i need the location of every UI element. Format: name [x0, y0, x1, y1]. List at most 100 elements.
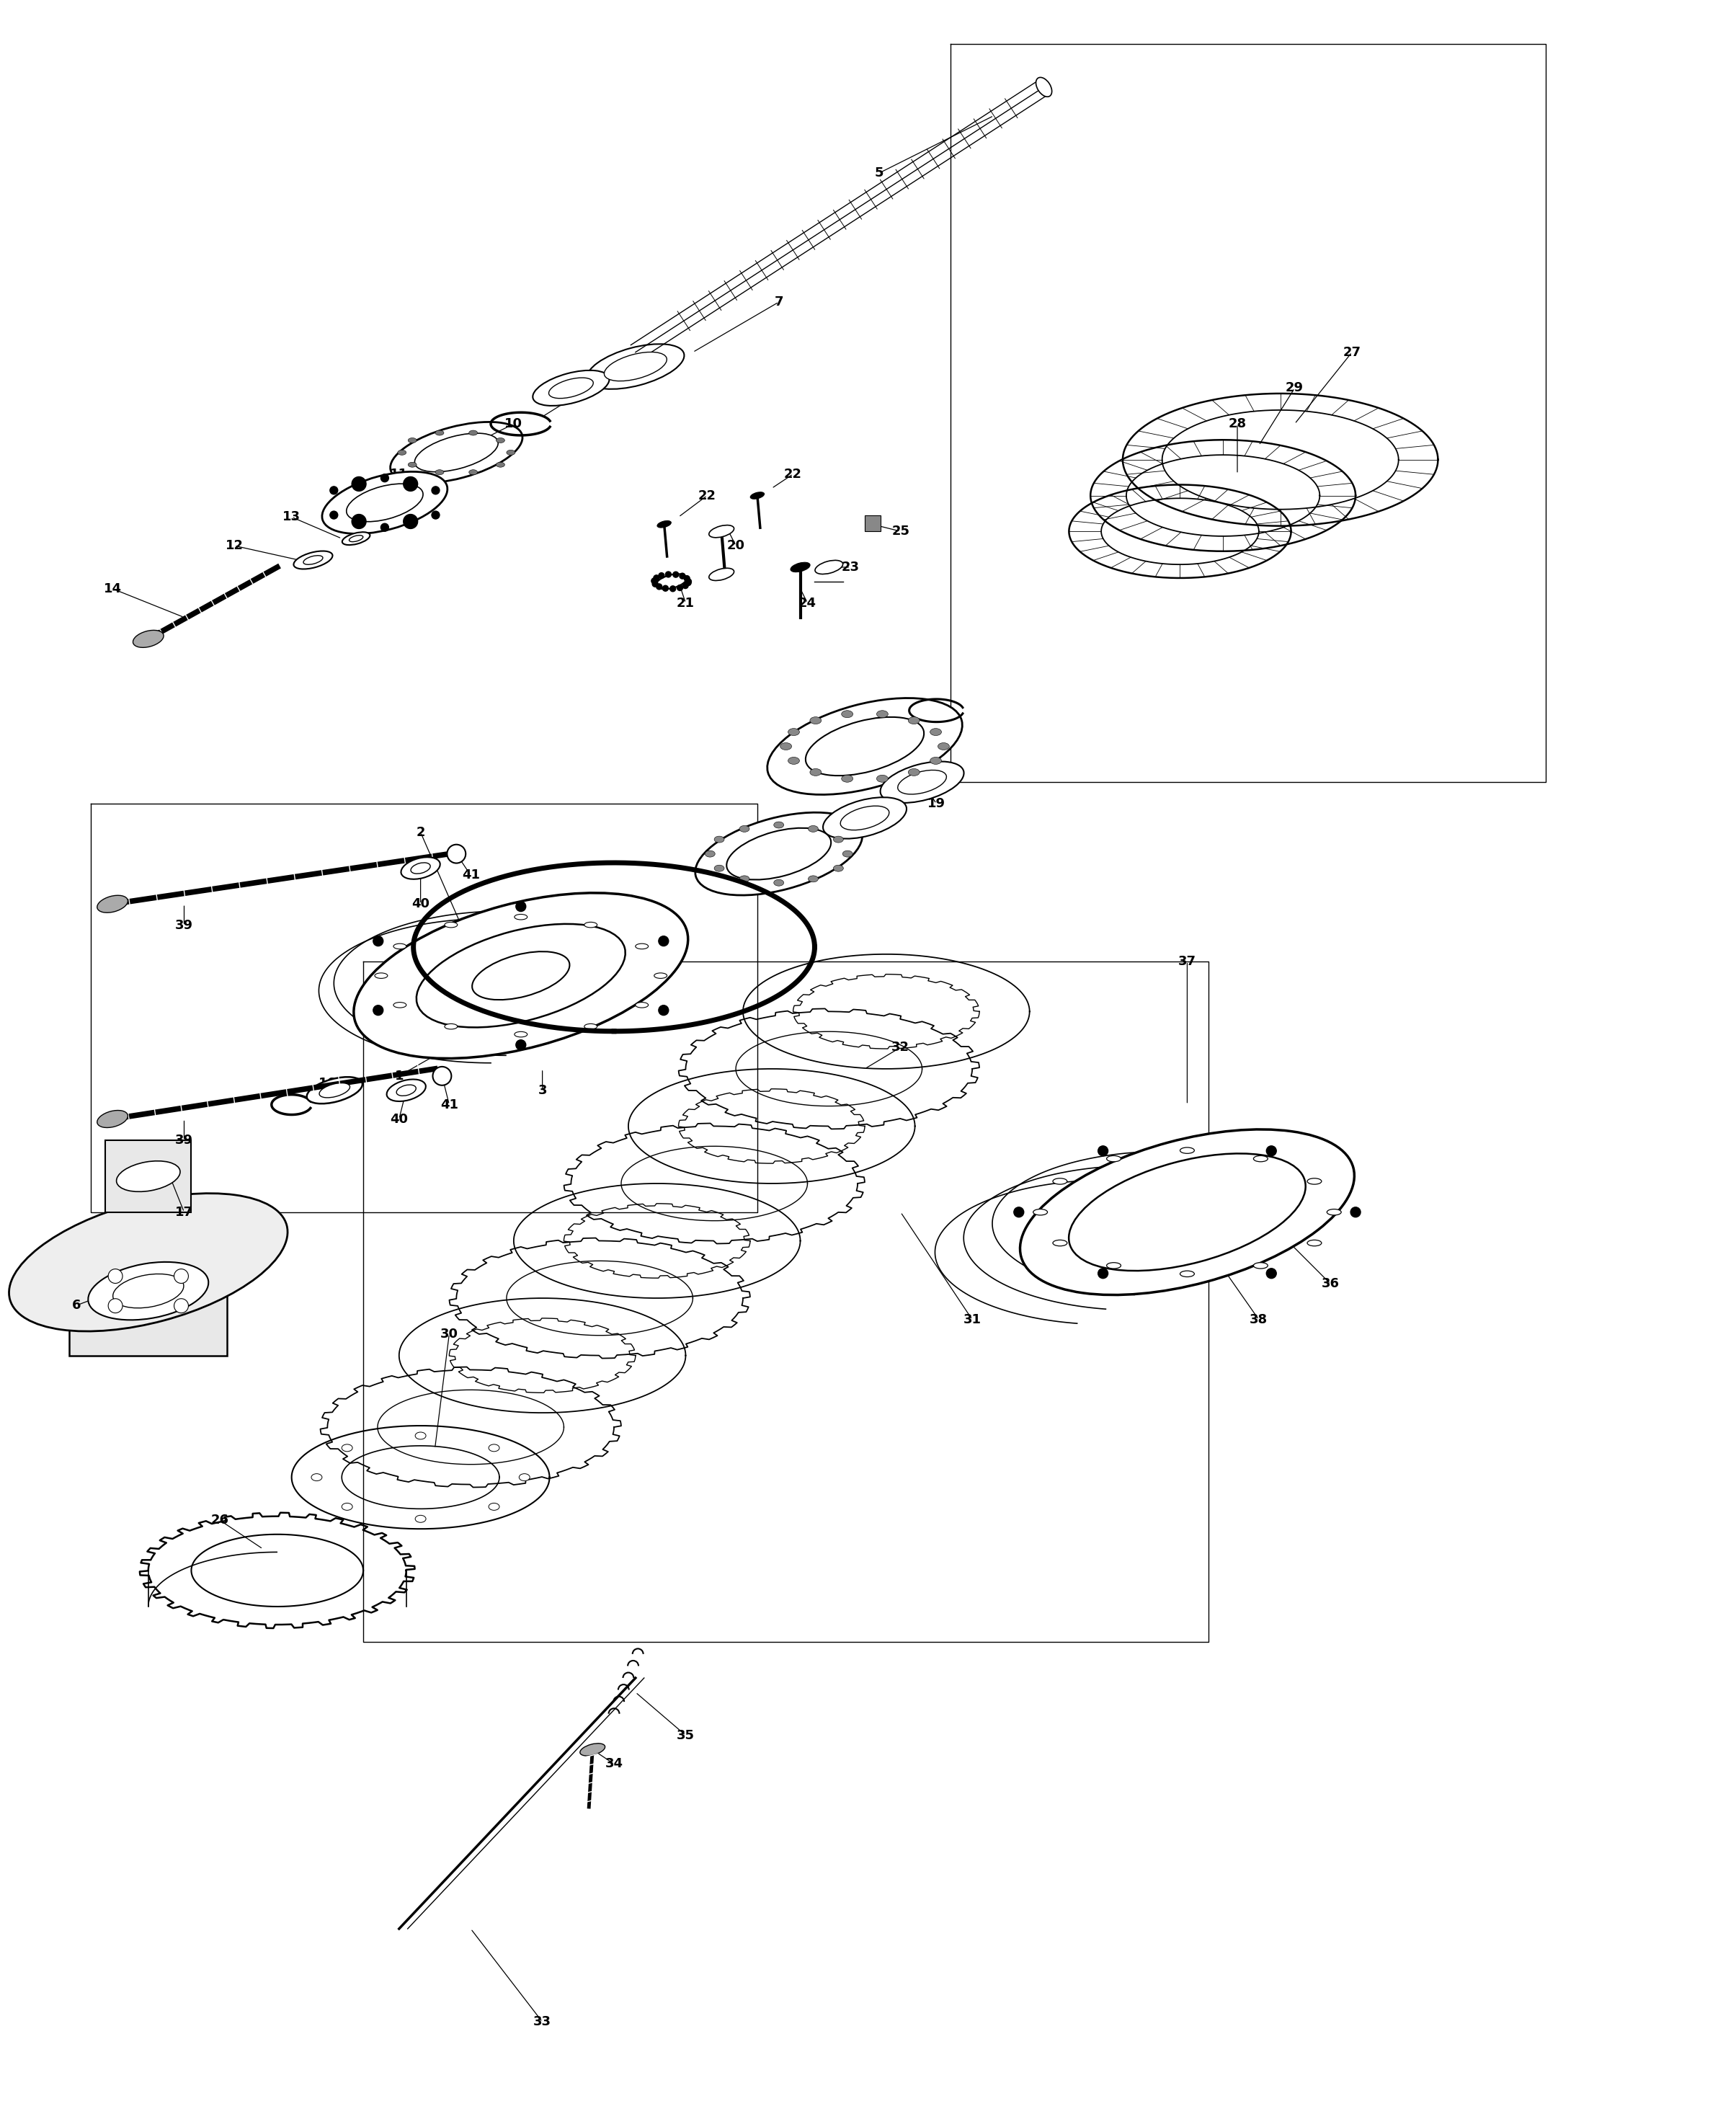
Ellipse shape [436, 469, 444, 476]
Ellipse shape [823, 797, 906, 839]
Ellipse shape [304, 556, 323, 564]
Circle shape [108, 1298, 123, 1313]
Ellipse shape [809, 875, 818, 882]
Ellipse shape [842, 850, 852, 856]
Ellipse shape [507, 450, 516, 455]
Ellipse shape [1307, 1177, 1321, 1184]
Ellipse shape [533, 370, 609, 406]
Ellipse shape [767, 698, 962, 795]
Ellipse shape [842, 710, 852, 717]
Ellipse shape [415, 433, 498, 471]
Circle shape [448, 843, 465, 863]
Text: 35: 35 [677, 1729, 694, 1742]
Ellipse shape [713, 865, 724, 871]
Text: 3: 3 [538, 1084, 547, 1097]
Ellipse shape [877, 776, 889, 782]
Text: 24: 24 [799, 596, 816, 609]
Ellipse shape [656, 573, 687, 590]
Text: 40: 40 [391, 1112, 408, 1125]
Ellipse shape [814, 560, 844, 575]
Circle shape [684, 575, 689, 581]
Circle shape [432, 512, 439, 518]
Ellipse shape [604, 353, 667, 381]
Ellipse shape [396, 1084, 417, 1095]
Ellipse shape [908, 717, 920, 725]
Text: 19: 19 [842, 812, 859, 824]
Ellipse shape [391, 423, 523, 484]
Ellipse shape [89, 1262, 208, 1319]
Ellipse shape [635, 1002, 648, 1008]
Circle shape [1266, 1146, 1276, 1156]
Ellipse shape [488, 1444, 500, 1452]
Circle shape [651, 577, 656, 583]
Text: 36: 36 [1321, 1277, 1340, 1290]
Ellipse shape [708, 524, 734, 537]
Ellipse shape [514, 913, 528, 920]
Text: 30: 30 [441, 1328, 458, 1340]
Text: 7: 7 [774, 296, 783, 309]
Circle shape [380, 524, 389, 531]
Ellipse shape [811, 769, 821, 776]
Ellipse shape [1033, 1209, 1047, 1216]
Text: 5: 5 [875, 167, 884, 180]
Circle shape [686, 579, 691, 586]
Ellipse shape [496, 438, 505, 444]
Text: 10: 10 [505, 416, 523, 431]
Circle shape [330, 512, 339, 518]
Circle shape [658, 573, 665, 579]
Ellipse shape [307, 1076, 363, 1104]
Ellipse shape [398, 450, 406, 455]
Ellipse shape [774, 822, 785, 829]
Ellipse shape [740, 875, 750, 882]
Ellipse shape [842, 776, 852, 782]
Ellipse shape [519, 1473, 529, 1482]
Ellipse shape [293, 552, 333, 569]
Circle shape [403, 478, 418, 490]
Ellipse shape [788, 757, 800, 765]
Ellipse shape [635, 943, 648, 949]
Circle shape [1014, 1207, 1024, 1218]
Ellipse shape [1253, 1262, 1267, 1268]
Ellipse shape [1106, 1262, 1121, 1268]
Circle shape [174, 1298, 189, 1313]
Text: 29: 29 [1286, 381, 1304, 395]
Circle shape [352, 478, 366, 490]
Ellipse shape [375, 972, 387, 979]
Text: 18: 18 [856, 725, 873, 738]
Ellipse shape [585, 1023, 597, 1030]
Text: 37: 37 [1179, 956, 1196, 968]
Circle shape [1097, 1268, 1108, 1279]
Ellipse shape [514, 1032, 528, 1038]
Ellipse shape [549, 378, 594, 397]
Circle shape [373, 1006, 384, 1015]
Ellipse shape [394, 1002, 406, 1008]
Ellipse shape [1021, 1129, 1354, 1296]
Ellipse shape [323, 471, 448, 533]
Bar [106, 1139, 191, 1211]
Circle shape [663, 586, 668, 592]
Text: 22: 22 [698, 488, 717, 501]
Ellipse shape [705, 850, 715, 856]
Ellipse shape [496, 463, 505, 467]
Circle shape [686, 579, 691, 583]
Circle shape [403, 514, 418, 528]
Circle shape [373, 937, 384, 947]
Circle shape [653, 581, 658, 588]
Ellipse shape [806, 717, 924, 776]
Ellipse shape [408, 438, 417, 444]
Text: 6: 6 [73, 1298, 82, 1313]
Circle shape [656, 583, 661, 590]
Text: 15: 15 [748, 848, 766, 860]
Ellipse shape [833, 837, 844, 843]
Ellipse shape [877, 710, 889, 717]
Ellipse shape [411, 863, 431, 873]
Ellipse shape [488, 1503, 500, 1509]
Text: 31: 31 [963, 1313, 981, 1325]
Text: 27: 27 [1344, 347, 1361, 359]
Ellipse shape [97, 1110, 128, 1127]
Ellipse shape [417, 924, 625, 1027]
Ellipse shape [937, 742, 950, 750]
Text: 4: 4 [646, 956, 654, 968]
Ellipse shape [1180, 1271, 1194, 1277]
Text: 14: 14 [104, 581, 122, 596]
